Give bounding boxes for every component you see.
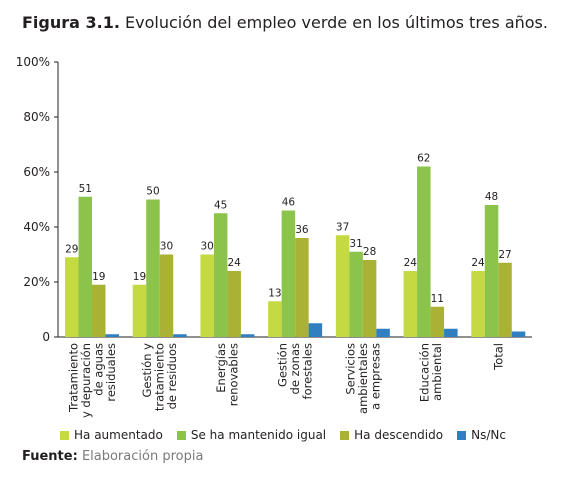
bar	[65, 257, 79, 337]
bar	[417, 166, 431, 337]
bar	[281, 210, 296, 337]
bar	[200, 254, 214, 337]
category-label: Energías	[214, 343, 228, 393]
bar	[227, 271, 241, 337]
bar	[240, 334, 255, 337]
data-label: 30	[160, 241, 173, 253]
legend-item: Ha descendido	[340, 428, 443, 442]
legend-label: Se ha mantenido igual	[190, 428, 327, 442]
bar	[308, 323, 323, 337]
legend: Ha aumentado Se ha mantenido igual Ha desc…	[60, 428, 520, 442]
bar	[213, 213, 228, 337]
data-label: 30	[200, 241, 213, 253]
category-label: a empresas	[368, 343, 382, 410]
source-note: Fuente: Elaboración propia	[22, 449, 203, 464]
data-label: 62	[417, 153, 430, 165]
legend-swatch	[340, 430, 350, 440]
data-label: 19	[133, 271, 146, 283]
source-label: Fuente:	[22, 449, 78, 464]
category-label: ambiental	[430, 343, 444, 401]
legend-label: Ha aumentado	[74, 428, 163, 442]
category-label: y depuración	[79, 343, 93, 418]
bar	[295, 238, 309, 337]
data-label: 24	[471, 257, 485, 269]
data-label: 28	[363, 246, 376, 258]
bar	[173, 334, 187, 337]
bar	[362, 260, 377, 337]
category-label: de zonas	[288, 343, 302, 394]
category-label: de aguas	[91, 343, 105, 396]
category-label: forestales	[301, 343, 315, 399]
data-label: 46	[282, 197, 296, 209]
legend-label: Ns/Nc	[471, 428, 506, 442]
category-label: residuales	[104, 343, 118, 402]
data-label: 50	[146, 186, 159, 198]
bar	[159, 254, 174, 337]
legend-item: Ha aumentado	[60, 428, 163, 442]
y-tick-label: 80%	[23, 110, 50, 124]
bar	[132, 284, 147, 337]
legend-swatch	[457, 430, 467, 440]
data-label: 51	[79, 183, 92, 195]
data-label: 31	[349, 238, 362, 250]
y-tick-label: 20%	[23, 275, 50, 289]
bar	[511, 331, 526, 337]
y-tick-label: 40%	[23, 220, 50, 234]
bar	[268, 301, 282, 337]
chart-title: Figura 3.1. Evolución del empleo verde e…	[22, 13, 548, 32]
legend-swatch	[60, 430, 69, 440]
data-label: 19	[92, 271, 105, 283]
category-label: de residuos	[165, 343, 179, 409]
bar	[498, 262, 512, 337]
bar	[471, 271, 485, 337]
category-label: Educación	[417, 343, 431, 402]
bar	[78, 196, 92, 337]
category-label: renovables	[227, 343, 241, 406]
bar	[146, 199, 160, 337]
bar	[403, 271, 418, 337]
bar	[444, 328, 458, 337]
bar	[335, 235, 350, 337]
data-label: 48	[485, 191, 498, 203]
bar	[105, 334, 119, 337]
data-label: 29	[65, 243, 78, 255]
data-label: 37	[336, 221, 349, 233]
legend-item: Ns/Nc	[457, 428, 506, 442]
category-label: Total	[491, 343, 505, 371]
legend-item: Se ha mantenido igual	[176, 428, 327, 442]
source-text: Elaboración propia	[81, 449, 204, 464]
bar	[430, 306, 445, 337]
data-label: 27	[498, 249, 511, 261]
data-label: 45	[214, 199, 227, 211]
category-label: tratamiento	[153, 343, 167, 411]
y-tick-label: 0	[42, 330, 50, 344]
data-label: 24	[227, 257, 241, 269]
category-label: Tratamiento	[66, 343, 80, 413]
category-label: Servicios	[343, 343, 357, 395]
data-label: 13	[268, 287, 281, 299]
bar	[484, 205, 499, 337]
bar	[92, 284, 106, 337]
bar	[349, 251, 363, 337]
bar	[376, 328, 390, 337]
category-label: Gestión y	[140, 343, 154, 398]
category-label: Gestión	[276, 343, 290, 387]
category-label: ambientales	[356, 343, 370, 414]
data-label: 11	[431, 293, 444, 305]
data-label: 24	[404, 257, 418, 269]
y-tick-label: 100%	[16, 55, 50, 69]
legend-swatch	[176, 430, 186, 440]
y-tick-label: 60%	[23, 165, 50, 179]
data-label: 36	[295, 224, 309, 236]
legend-label: Ha descendido	[354, 428, 444, 442]
figure-number: Figura 3.1.	[22, 13, 120, 32]
figure-caption: Evolución del empleo verde en los último…	[125, 13, 548, 32]
